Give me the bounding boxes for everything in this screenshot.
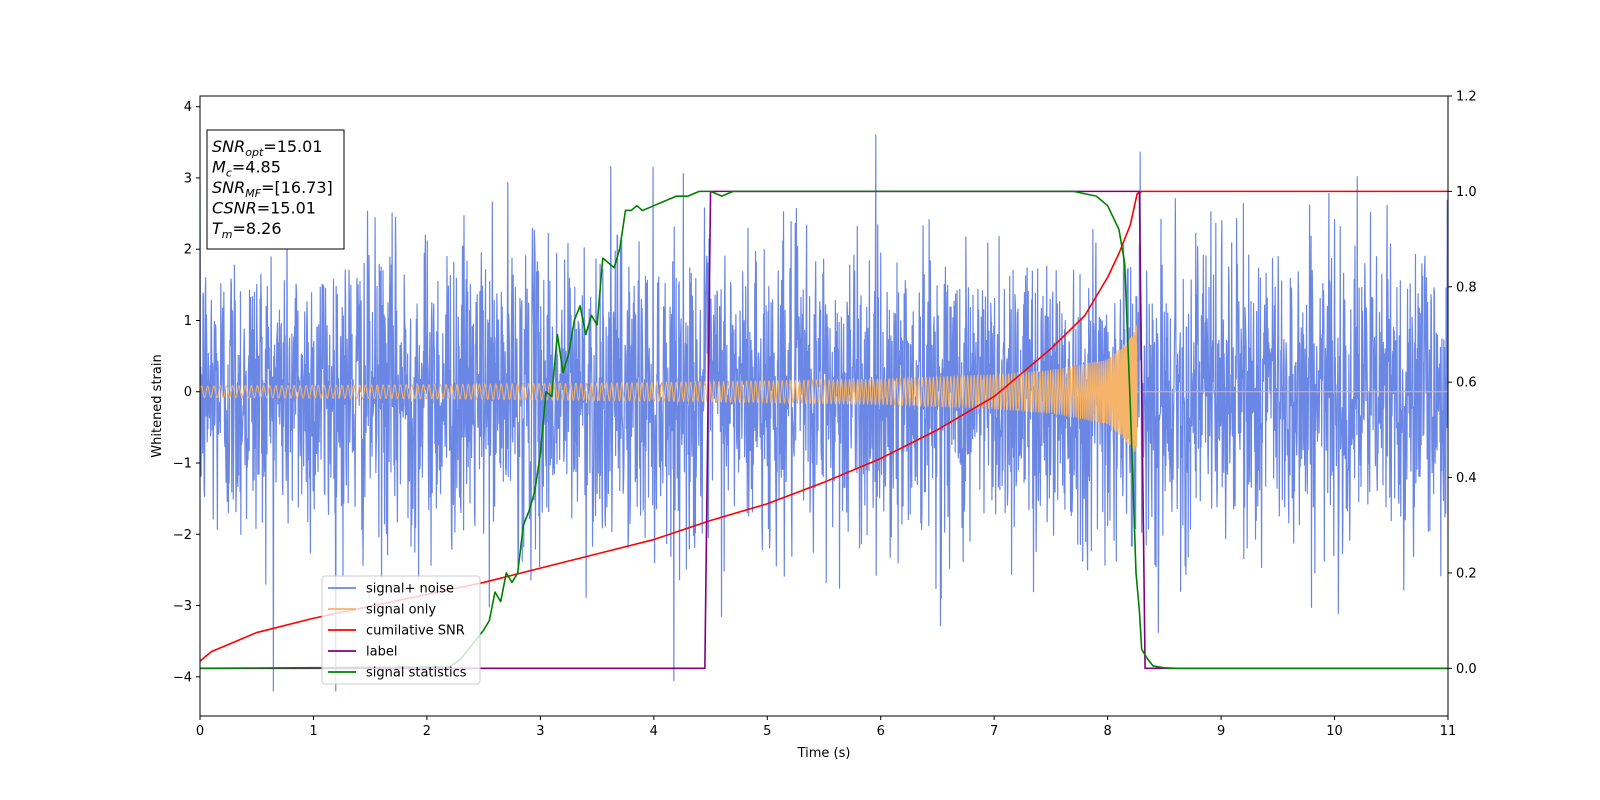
series-line-signal-statistics (200, 190, 1448, 670)
y-tick-label: −4 (173, 670, 192, 685)
y-axis-label: Whitened strain (150, 354, 165, 457)
legend-frame (321, 575, 481, 685)
annotation-value: =4.85 (232, 158, 281, 177)
y2-tick-label: 0.0 (1456, 662, 1477, 677)
x-axis-label: Time (s) (797, 746, 851, 761)
annotation-box: SNRopt=15.01Mc=4.85SNRMF=[16.73]CSNR=15.… (206, 129, 345, 250)
x-tick-label: 7 (990, 724, 998, 739)
annotation-value: =15.01 (263, 137, 322, 156)
annotation-line: SNRopt=15.01 (212, 137, 323, 159)
x-tick-label: 1 (309, 724, 317, 739)
plot-frame (199, 95, 1449, 717)
annotation-line: CSNR=15.01 (212, 199, 316, 218)
annotation-symbol: CSNR (212, 199, 257, 218)
y2-tick-label: 0.2 (1456, 566, 1477, 581)
x-tick-label: 0 (196, 724, 204, 739)
legend-label: label (366, 645, 397, 660)
y2-tick-label: 0.6 (1456, 376, 1477, 391)
x-tick-label: 2 (423, 724, 431, 739)
annotation-symbol: SNR (212, 178, 245, 197)
annotation-line: SNRMF=[16.73] (212, 178, 333, 200)
annotation-value: =15.01 (257, 199, 316, 218)
annotation-line: Tm=8.26 (212, 219, 282, 241)
y2-tick-label: 1.2 (1456, 90, 1477, 105)
x-tick-label: 6 (877, 724, 885, 739)
legend-label: signal+ noise (366, 582, 454, 597)
series-line-signal-only (200, 325, 1448, 453)
legend-label: signal only (366, 603, 436, 618)
legend-label: cumilative SNR (366, 624, 465, 639)
x-axis: 0 1 2 3 4 5 6 7 8 9 10 11 (196, 716, 1456, 739)
series-line-cumilative-snr (200, 190, 1448, 662)
legend: signal+ noise signal only cumilative SNR la… (321, 575, 481, 685)
annotation-symbol: T (212, 219, 223, 238)
y-tick-label: −2 (173, 528, 192, 543)
annotation-symbol: SNR (212, 137, 245, 156)
series-line-signal-noise (200, 134, 1448, 692)
series-layer (200, 134, 1448, 692)
y-tick-label: 2 (184, 243, 192, 258)
annotation-frame (206, 129, 345, 250)
y2-tick-label: 0.8 (1456, 280, 1477, 295)
y-tick-label: 3 (184, 171, 192, 186)
y-axis-right: 0.0 0.2 0.4 0.6 0.8 1.0 1.2 (1448, 90, 1477, 677)
annotation-value: =8.26 (233, 219, 282, 238)
annotation-subscript: c (226, 167, 232, 180)
y-tick-label: −3 (173, 599, 192, 614)
y-tick-label: 0 (184, 385, 192, 400)
annotation-value: =[16.73] (261, 178, 333, 197)
y-tick-label: −1 (173, 457, 192, 472)
y-tick-label: 1 (184, 314, 192, 329)
x-tick-label: 8 (1103, 724, 1111, 739)
x-tick-label: 11 (1440, 724, 1457, 739)
legend-label: signal statistics (366, 666, 467, 681)
annotation-subscript: m (222, 228, 233, 241)
y-tick-label: 4 (184, 100, 192, 115)
annotation-subscript: MF (245, 187, 261, 200)
x-tick-label: 9 (1217, 724, 1225, 739)
x-tick-label: 5 (763, 724, 771, 739)
annotation-symbol: M (212, 158, 226, 177)
y2-tick-label: 1.0 (1456, 185, 1477, 200)
annotation-line: Mc=4.85 (212, 158, 281, 180)
y2-tick-label: 0.4 (1456, 471, 1477, 486)
annotation-subscript: opt (245, 146, 264, 159)
x-tick-label: 4 (650, 724, 658, 739)
x-tick-label: 3 (536, 724, 544, 739)
x-tick-label: 10 (1326, 724, 1343, 739)
y-axis-left: −4 −3 −2 −1 0 1 2 3 4 (173, 100, 200, 685)
